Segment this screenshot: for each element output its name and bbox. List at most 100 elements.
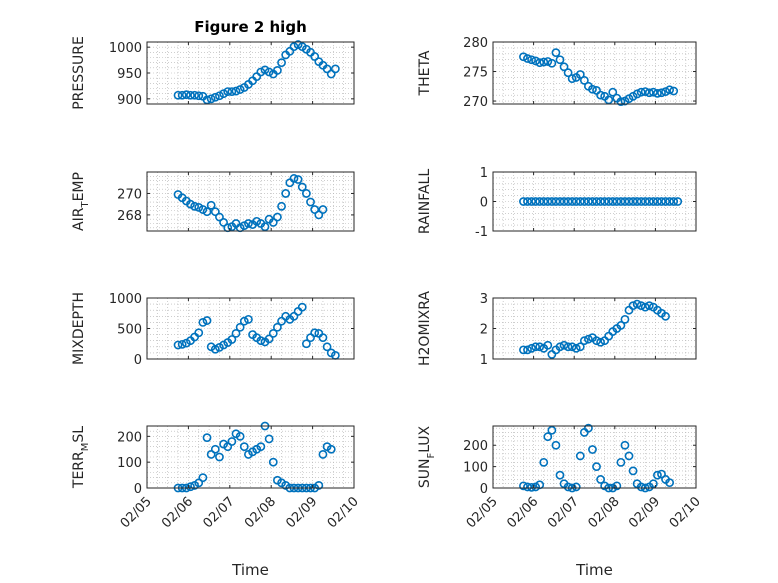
data-point bbox=[527, 197, 536, 206]
y-tick-label: 0 bbox=[480, 196, 488, 211]
series-markers bbox=[519, 299, 670, 359]
data-point bbox=[260, 65, 270, 75]
data-point bbox=[531, 56, 541, 66]
data-point bbox=[173, 340, 183, 350]
data-point bbox=[256, 336, 266, 346]
y-axis-label: MIXDEPTH bbox=[71, 292, 87, 365]
data-point bbox=[310, 205, 320, 214]
data-point bbox=[326, 444, 336, 454]
data-point bbox=[273, 212, 282, 222]
data-point bbox=[206, 450, 216, 459]
subplot-rainfall: -1 0 1 RAINFALL bbox=[417, 166, 697, 240]
y-axis-label-part: AIR bbox=[71, 207, 87, 231]
data-point bbox=[584, 334, 593, 344]
data-point bbox=[636, 87, 646, 97]
data-point bbox=[206, 94, 216, 104]
y-axis-label: AIRTEMP bbox=[71, 172, 91, 231]
data-point bbox=[202, 433, 212, 443]
data-point bbox=[281, 189, 291, 198]
data-point bbox=[227, 87, 237, 96]
data-point bbox=[215, 91, 224, 101]
y-axis-label: PRESSURE bbox=[71, 36, 87, 110]
data-point bbox=[260, 222, 270, 232]
data-point bbox=[215, 212, 224, 222]
data-point bbox=[231, 86, 241, 96]
y-axis-label-subscript: M bbox=[80, 443, 91, 452]
data-point bbox=[648, 87, 658, 97]
y-tick-label: 900 bbox=[117, 93, 142, 108]
data-point bbox=[563, 482, 573, 492]
data-point bbox=[215, 452, 224, 462]
data-point bbox=[289, 174, 299, 183]
series-markers bbox=[519, 48, 679, 107]
data-point bbox=[527, 482, 536, 492]
data-point bbox=[202, 95, 212, 105]
data-point bbox=[322, 64, 332, 74]
data-point bbox=[624, 451, 634, 461]
data-point bbox=[181, 90, 191, 100]
y-tick-label: 500 bbox=[117, 323, 142, 338]
data-point bbox=[571, 343, 581, 353]
figure-title: Figure 2 high bbox=[194, 18, 307, 36]
data-point bbox=[318, 450, 328, 459]
data-point bbox=[616, 97, 626, 107]
data-point bbox=[235, 431, 245, 441]
data-point bbox=[584, 197, 593, 206]
data-point bbox=[551, 440, 561, 450]
data-point bbox=[523, 345, 532, 355]
data-point bbox=[244, 314, 253, 324]
data-point bbox=[210, 92, 220, 102]
data-point bbox=[186, 90, 195, 100]
axes-box bbox=[492, 425, 697, 489]
y-tick-label: 950 bbox=[117, 67, 142, 82]
data-point bbox=[661, 87, 670, 96]
data-point bbox=[612, 197, 622, 206]
axes-box bbox=[146, 171, 355, 232]
y-tick-label: 0 bbox=[134, 482, 142, 497]
data-point bbox=[310, 328, 320, 338]
y-tick-label: 100 bbox=[463, 461, 488, 476]
y-tick-label: 0 bbox=[480, 482, 488, 497]
data-point bbox=[600, 197, 610, 206]
series-markers bbox=[173, 40, 340, 105]
y-tick-label: 1 bbox=[480, 166, 488, 181]
data-point bbox=[543, 57, 553, 66]
subplot-pressure: 900 950 1000 PRESSURE Figure 2 high bbox=[71, 18, 355, 110]
data-point bbox=[644, 197, 654, 206]
data-point bbox=[665, 85, 675, 95]
data-point bbox=[256, 67, 266, 77]
data-point bbox=[293, 40, 303, 49]
y-tick-label: 270 bbox=[463, 95, 488, 110]
subplot-air-temp: 268 270 AIRTEMP bbox=[71, 171, 355, 233]
series-markers bbox=[173, 174, 328, 233]
data-point bbox=[604, 197, 614, 206]
data-point bbox=[223, 442, 233, 452]
y-axis-label-subscript: F bbox=[426, 453, 437, 459]
data-point bbox=[669, 197, 679, 206]
data-point bbox=[632, 197, 642, 206]
y-axis-label-part: PRESSURE bbox=[71, 36, 87, 110]
data-point bbox=[547, 58, 557, 68]
data-point bbox=[567, 197, 577, 206]
series-markers bbox=[519, 197, 683, 206]
data-point bbox=[173, 90, 183, 100]
data-point bbox=[584, 423, 593, 433]
data-point bbox=[616, 321, 626, 330]
data-point bbox=[535, 342, 545, 352]
data-point bbox=[190, 201, 200, 211]
data-point bbox=[592, 336, 601, 346]
data-point bbox=[657, 469, 666, 479]
data-point bbox=[632, 299, 642, 309]
y-axis-label: RAINFALL bbox=[417, 169, 433, 234]
data-point bbox=[575, 70, 585, 79]
data-point bbox=[264, 334, 274, 344]
y-axis-label-subscript: T bbox=[80, 201, 91, 209]
data-point bbox=[592, 197, 601, 206]
data-point bbox=[301, 339, 311, 349]
data-point bbox=[612, 481, 622, 491]
data-point bbox=[539, 457, 549, 467]
data-point bbox=[628, 301, 638, 311]
y-axis-label-part: THETA bbox=[417, 50, 433, 96]
data-point bbox=[628, 466, 638, 476]
